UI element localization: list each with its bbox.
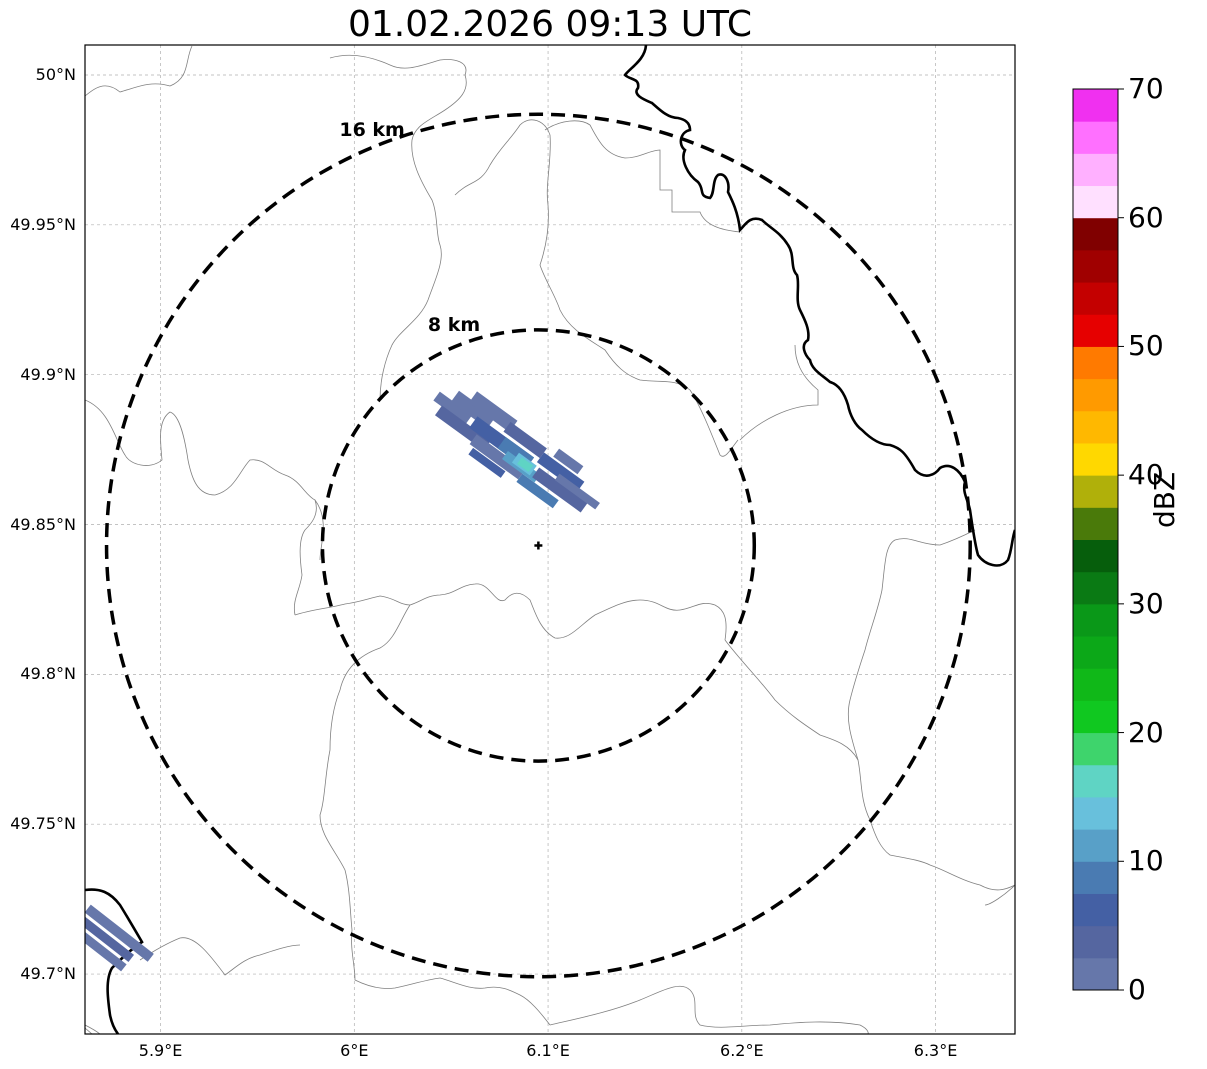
lat-tick-label: 49.9°N (20, 364, 76, 384)
colorbar-segment (1073, 249, 1118, 283)
range-ring-label: 8 km (427, 314, 481, 337)
colorbar-segment (1073, 153, 1118, 187)
lat-tick-label: 50°N (35, 64, 76, 84)
colorbar (1072, 88, 1124, 991)
reflectivity-echoes (433, 390, 600, 513)
lat-tick-label: 49.75°N (10, 814, 76, 834)
colorbar-segment (1073, 700, 1118, 734)
colorbar-tick-label: 40 (1128, 458, 1164, 492)
lat-tick-label: 49.95°N (10, 214, 76, 234)
colorbar-segment (1073, 764, 1118, 798)
colorbar-segment (1073, 89, 1118, 122)
colorbar-segment (1073, 893, 1118, 927)
colorbar-segment (1073, 957, 1118, 991)
lon-tick-label: 6.1°E (526, 1041, 570, 1060)
colorbar-tick-label: 50 (1128, 329, 1164, 363)
colorbar-tick-label: 0 (1128, 973, 1146, 1006)
colorbar-segment (1073, 282, 1118, 315)
colorbar-segment (1073, 217, 1118, 251)
colorbar-segment (1073, 571, 1118, 605)
colorbar-segment (1073, 378, 1118, 412)
colorbar-tick-label: 20 (1128, 715, 1164, 749)
colorbar-segment (1073, 121, 1118, 154)
colorbar-segment (1073, 442, 1118, 476)
colorbar-segment (1073, 925, 1118, 959)
graticule (85, 45, 1015, 1034)
colorbar-segment (1073, 507, 1118, 540)
lon-tick-label: 6.2°E (720, 1041, 764, 1060)
colorbar-segment (1073, 314, 1118, 347)
colorbar-segment (1073, 636, 1118, 669)
colorbar-segment (1073, 346, 1118, 380)
plot-frame (84, 44, 1016, 1035)
range-ring (104, 112, 972, 979)
colorbar-segment (1073, 861, 1118, 894)
lon-tick-label: 6.3°E (913, 1041, 958, 1060)
colorbar-segment (1073, 539, 1118, 573)
colorbar-segment (1073, 732, 1118, 766)
colorbar-segment (1073, 410, 1118, 444)
radar-site-marker (534, 541, 543, 550)
national-borders (85, 45, 1015, 1034)
lat-tick-label: 49.7°N (20, 964, 76, 984)
colorbar-tick-label: 70 (1128, 72, 1164, 105)
colorbar-frame (1072, 88, 1119, 991)
range-ring-label: 16 km (339, 118, 405, 141)
reflectivity-echoes-sw (85, 904, 154, 972)
admin-boundaries (85, 45, 1015, 1034)
range-rings (104, 112, 972, 979)
lon-tick-label: 5.9°E (138, 1041, 183, 1060)
colorbar-segment (1073, 185, 1118, 219)
lat-tick-label: 49.8°N (20, 664, 76, 684)
colorbar-segment (1073, 829, 1118, 862)
lat-tick-label: 49.85°N (10, 514, 76, 534)
range-ring (320, 328, 757, 763)
colorbar-segment (1073, 668, 1118, 701)
colorbar-segment (1073, 796, 1118, 830)
lon-tick-label: 6°E (340, 1041, 369, 1060)
chart-title: 01.02.2026 09:13 UTC (347, 4, 753, 45)
colorbar-segment (1073, 603, 1118, 637)
colorbar-segment (1073, 475, 1118, 508)
colorbar-title: dBZ (1148, 471, 1181, 528)
colorbar-tick-label: 10 (1128, 844, 1164, 878)
colorbar-tick-label: 30 (1128, 586, 1164, 620)
colorbar-tick-label: 60 (1128, 200, 1164, 234)
